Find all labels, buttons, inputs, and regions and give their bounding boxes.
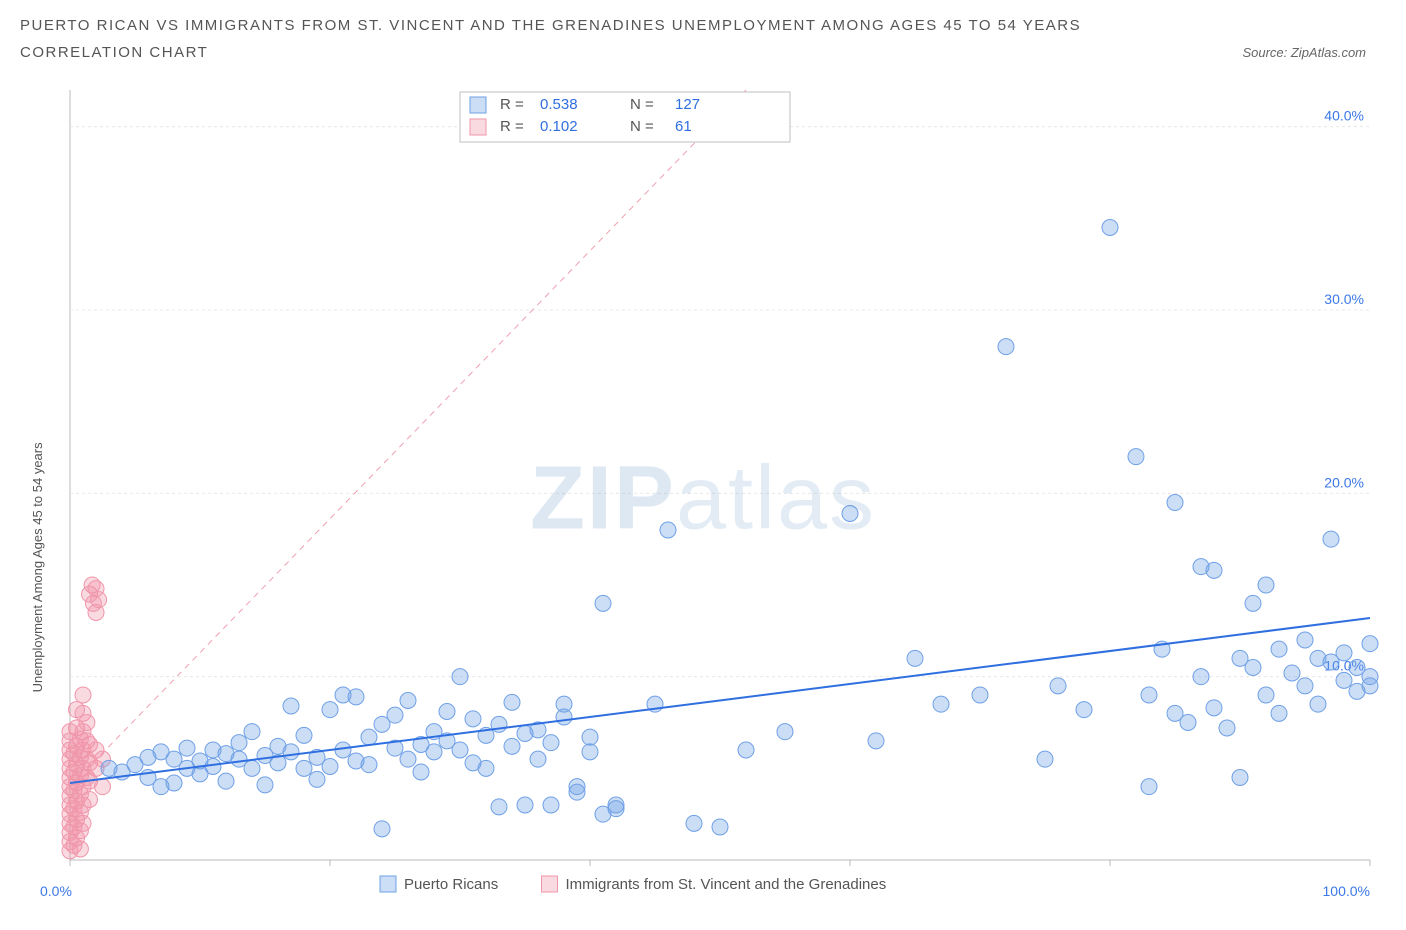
- svg-text:Puerto Ricans: Puerto Ricans: [404, 876, 498, 893]
- svg-text:R =: R =: [500, 96, 524, 113]
- scatter-chart: 10.0%20.0%30.0%40.0%Unemployment Among A…: [20, 84, 1386, 914]
- svg-text:Unemployment Among Ages 45 to: Unemployment Among Ages 45 to 54 years: [30, 442, 45, 693]
- title-area: PUERTO RICAN VS IMMIGRANTS FROM ST. VINC…: [0, 0, 1406, 66]
- svg-text:0.0%: 0.0%: [40, 883, 72, 899]
- chart-subtitle: CORRELATION CHART: [20, 39, 208, 66]
- svg-text:0.102: 0.102: [540, 118, 578, 135]
- svg-text:127: 127: [675, 96, 700, 113]
- svg-text:100.0%: 100.0%: [1323, 883, 1370, 899]
- svg-text:N =: N =: [630, 118, 654, 135]
- chart-container: 10.0%20.0%30.0%40.0%Unemployment Among A…: [20, 84, 1386, 914]
- chart-title: PUERTO RICAN VS IMMIGRANTS FROM ST. VINC…: [20, 12, 1386, 39]
- svg-text:R =: R =: [500, 118, 524, 135]
- svg-text:30.0%: 30.0%: [1324, 291, 1364, 307]
- svg-text:61: 61: [675, 118, 692, 135]
- svg-text:Immigrants from St. Vincent an: Immigrants from St. Vincent and the Gren…: [566, 876, 887, 893]
- source-label: Source: ZipAtlas.com: [1242, 45, 1386, 60]
- svg-text:N =: N =: [630, 96, 654, 113]
- svg-text:40.0%: 40.0%: [1324, 108, 1364, 124]
- svg-text:20.0%: 20.0%: [1324, 474, 1364, 490]
- svg-text:0.538: 0.538: [540, 96, 578, 113]
